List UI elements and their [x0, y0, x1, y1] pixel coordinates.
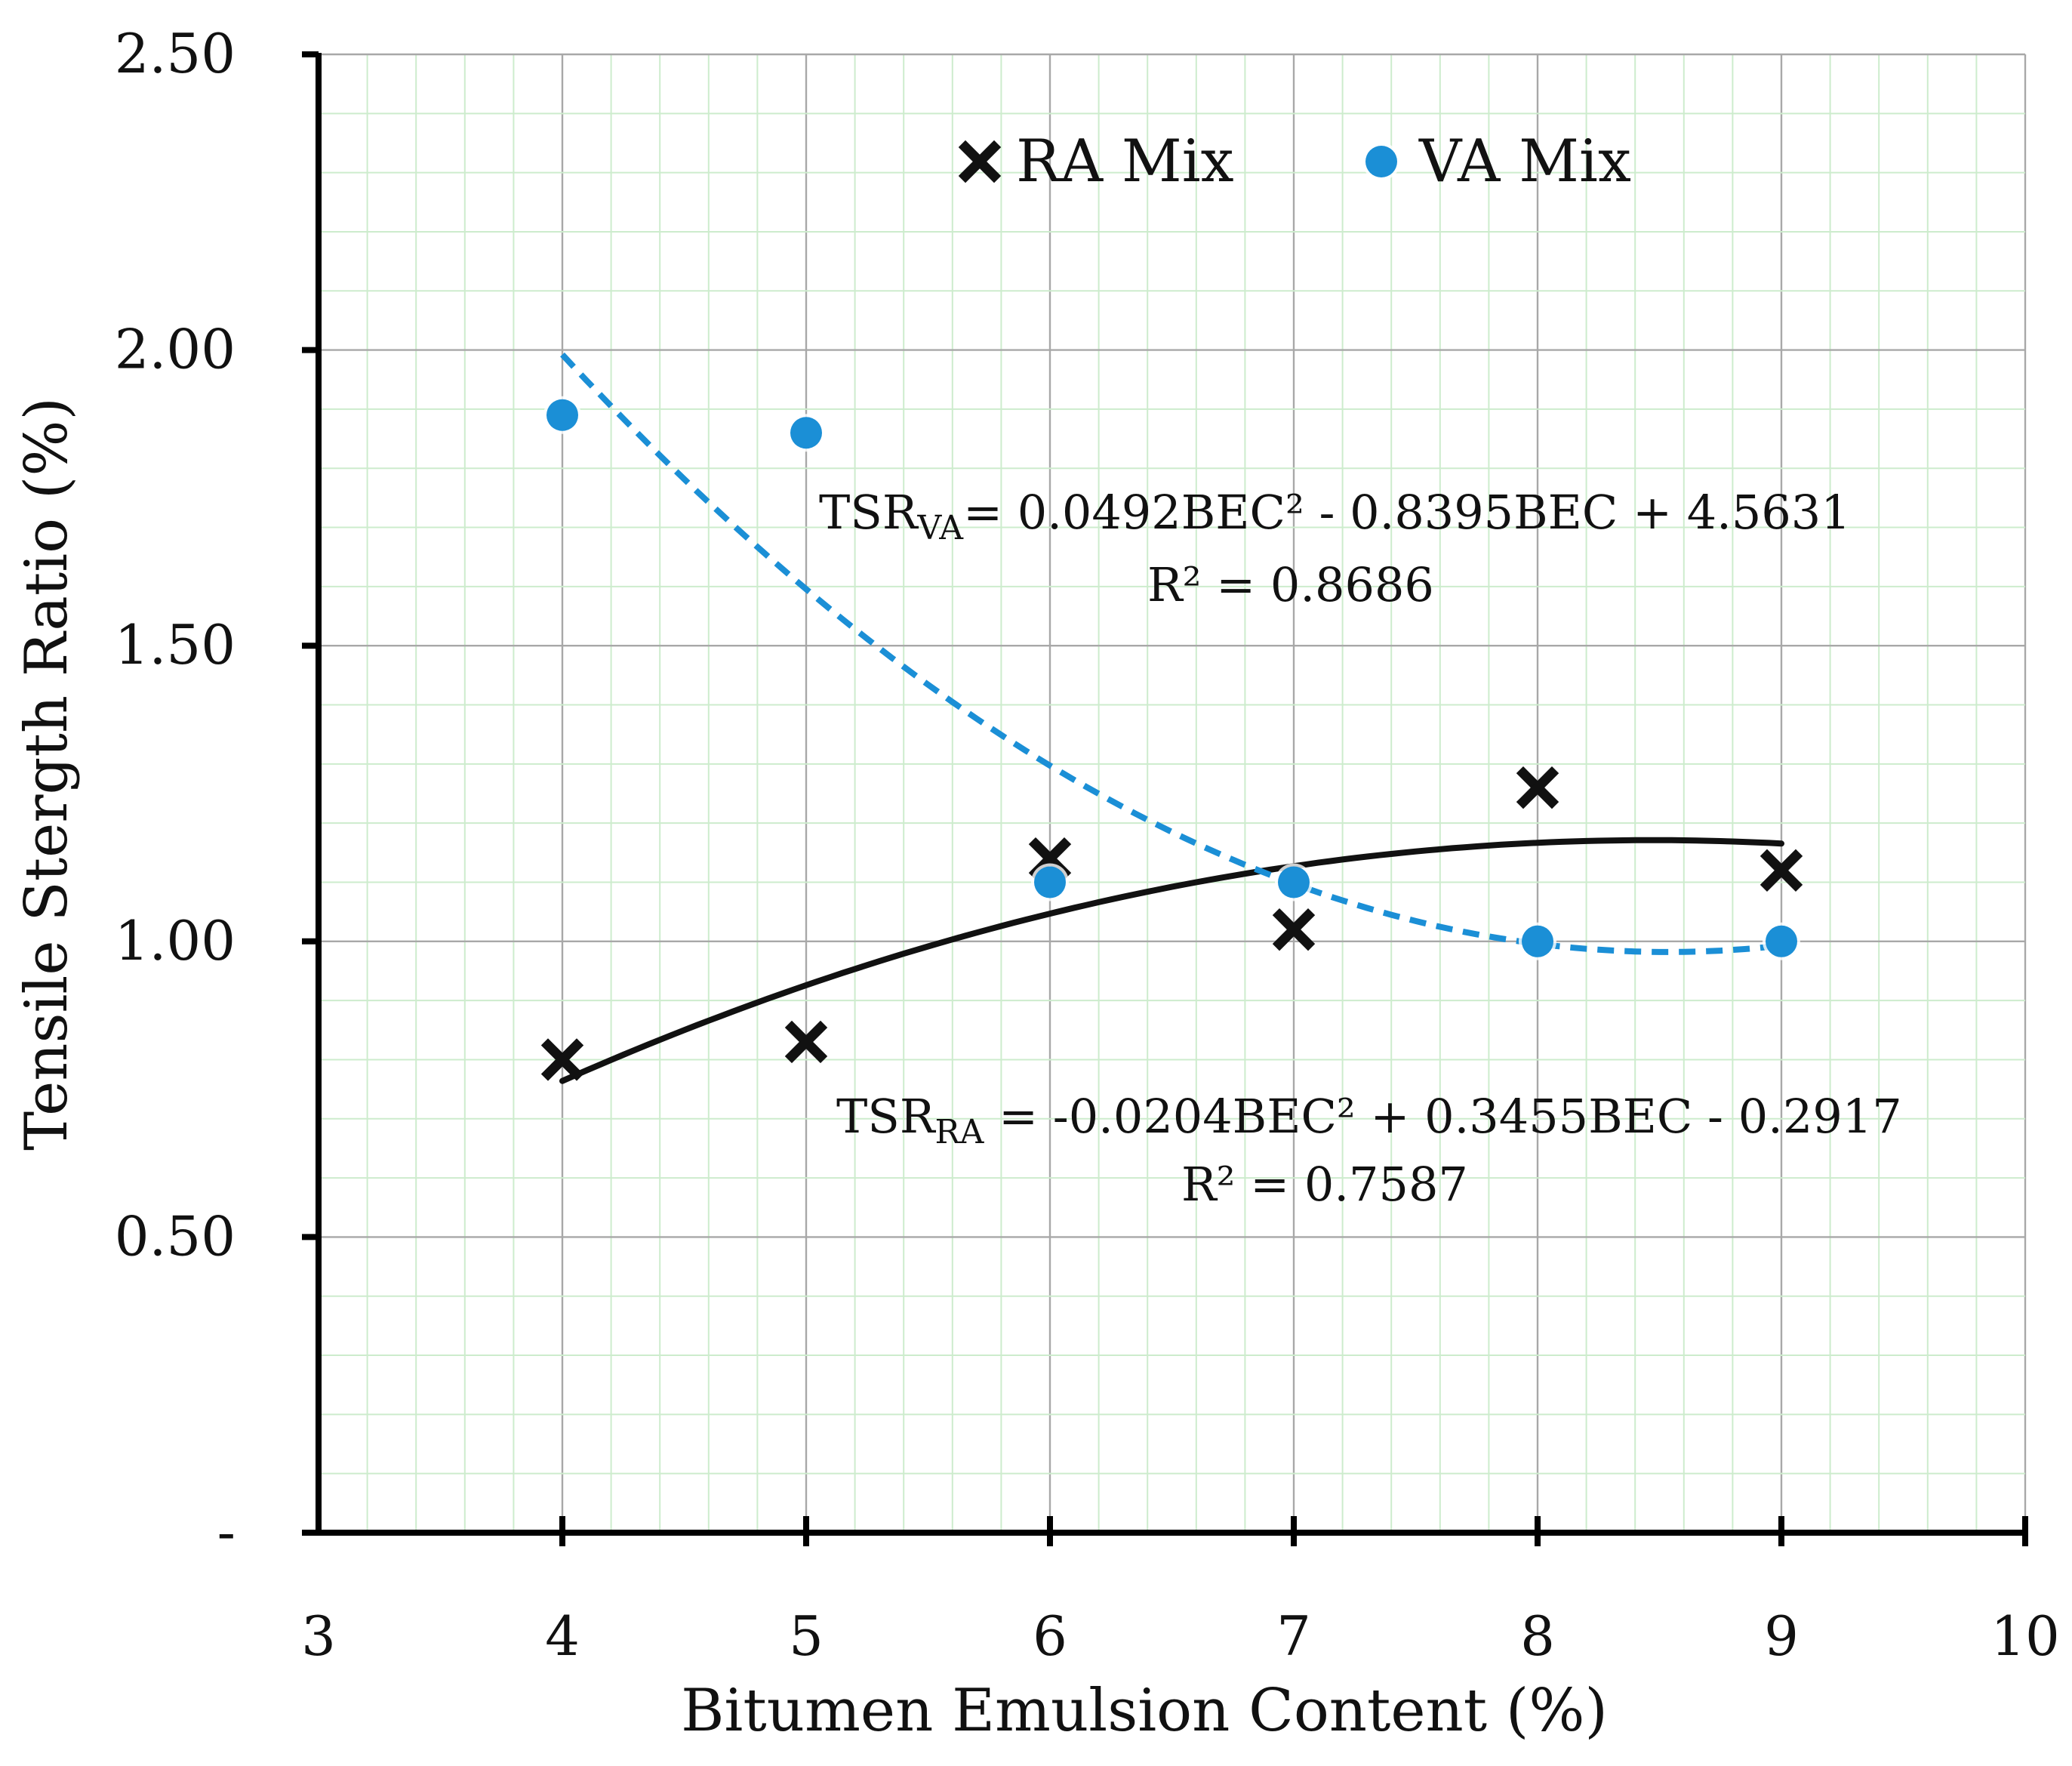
equations: TSRRA = -0.0204BEC² + 0.3455BEC - 0.2917… — [819, 485, 1902, 1212]
ra-mix-point — [540, 1038, 584, 1081]
va-mix-point — [543, 396, 581, 434]
x-tick-label: 3 — [301, 1604, 336, 1668]
x-axis-title: Bitumen Emulsion Content (%) — [681, 1677, 1608, 1745]
x-marker-stroke — [784, 1020, 828, 1064]
x-marker-stroke — [540, 1038, 584, 1081]
ra-mix-equation: TSRRA = -0.0204BEC² + 0.3455BEC - 0.2917 — [836, 1089, 1902, 1151]
x-tick-label: 5 — [789, 1604, 824, 1668]
va-mix-point — [787, 414, 825, 452]
ra-mix-r2: R² = 0.7587 — [1181, 1157, 1468, 1212]
legend-label: VA Mix — [1418, 128, 1631, 196]
x-marker-stroke — [1272, 908, 1316, 951]
dot-fill — [1034, 866, 1066, 898]
va-mix-point — [1519, 922, 1556, 960]
x-tick-label: 6 — [1033, 1604, 1067, 1668]
dot-fill — [1522, 925, 1553, 957]
dot-fill — [546, 399, 578, 431]
y-tick-label: 2.00 — [115, 318, 236, 381]
va-mix-point — [1763, 922, 1800, 960]
y-tick-label: 2.50 — [115, 22, 236, 85]
x-tick-label: 10 — [1990, 1604, 2060, 1668]
ra-mix-point — [1760, 849, 1803, 892]
va-mix-point — [1031, 863, 1069, 901]
y-tick-label: 1.00 — [115, 909, 236, 972]
va-mix-point — [1275, 863, 1313, 901]
va-mix-equation: TSRVA= 0.0492BEC² - 0.8395BEC + 4.5631 — [819, 485, 1851, 547]
legend-marker-dot — [1362, 143, 1400, 180]
axes — [302, 51, 2028, 1546]
y-tick-label: 1.50 — [115, 613, 236, 677]
legend-label: RA Mix — [1016, 128, 1234, 196]
tick-labels: 3 4 5 6 7 8 9 10 - 0.50 1.00 1.50 2.00 2.50 — [115, 22, 2060, 1668]
dot-fill — [790, 417, 822, 449]
y-tick-label: - — [217, 1500, 236, 1564]
dot-fill — [1766, 925, 1797, 957]
x-tick-label: 7 — [1276, 1604, 1311, 1668]
dot-fill — [1278, 866, 1310, 898]
x-tick-label: 4 — [545, 1604, 580, 1668]
x-marker-stroke — [1760, 849, 1803, 892]
ra-mix-point — [1272, 908, 1316, 951]
va-mix-trendline — [560, 352, 1782, 955]
x-tick-label: 9 — [1764, 1604, 1799, 1668]
dot-fill — [1365, 146, 1397, 177]
legend-item: VA Mix — [1362, 128, 1631, 196]
x-tick-label: 8 — [1520, 1604, 1555, 1668]
x-marker-stroke — [958, 140, 1002, 183]
y-axis-title: Tensile Stergth Ratio (%) — [13, 397, 81, 1151]
grid — [317, 53, 2027, 1534]
ra-mix-point — [1516, 766, 1559, 809]
legend: RA Mix VA Mix — [958, 128, 1631, 196]
x-marker-stroke — [1516, 766, 1559, 809]
trendlines — [559, 352, 1784, 1084]
ra-mix-point — [784, 1020, 828, 1064]
va-mix-r2: R² = 0.8686 — [1147, 557, 1434, 612]
legend-marker-x — [958, 140, 1002, 183]
y-tick-label: 0.50 — [115, 1204, 236, 1268]
data-points — [540, 396, 1803, 1081]
ra-mix-trendline — [559, 837, 1784, 1084]
legend-item: RA Mix — [958, 128, 1234, 196]
